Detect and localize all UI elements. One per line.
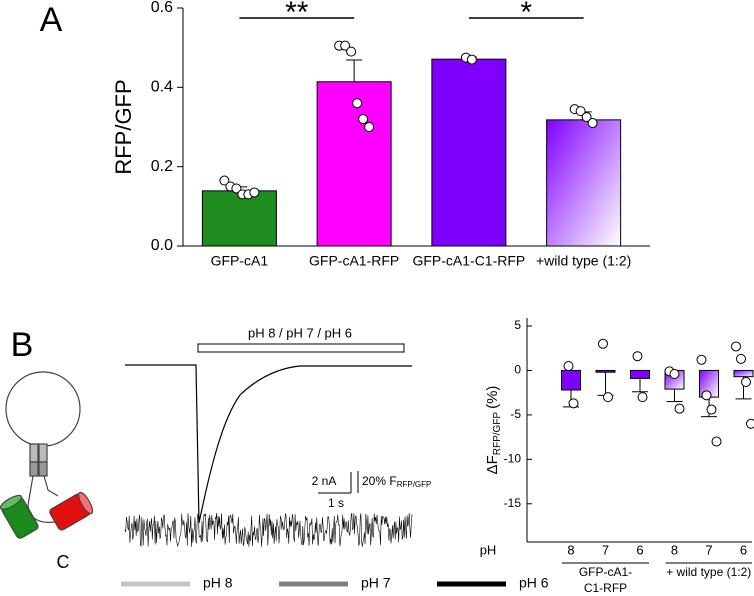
y-tick-label: 0.2 — [151, 158, 173, 175]
scale-label: 2 nA — [312, 474, 337, 488]
bar — [595, 369, 616, 373]
data-point — [249, 187, 260, 198]
data-point — [746, 418, 754, 429]
group-label: C1-RFP — [584, 581, 627, 595]
data-point — [352, 98, 363, 109]
data-point — [598, 338, 608, 349]
data-point — [575, 106, 586, 117]
legend-label: pH 7 — [361, 575, 391, 591]
bar — [733, 369, 754, 378]
data-point — [674, 403, 685, 414]
legend: pH 8 pH 7 pH 6 — [121, 575, 549, 591]
x-axis-label: pH — [480, 542, 497, 557]
bar — [546, 119, 622, 247]
significance-label: * — [520, 0, 532, 29]
data-point — [669, 369, 680, 379]
legend-label: pH 8 — [203, 575, 233, 591]
panel-label: A — [40, 1, 63, 39]
bar — [561, 369, 581, 391]
data-point — [568, 398, 579, 409]
data-point — [736, 353, 746, 364]
data-point — [358, 114, 369, 125]
y-tick-label: -5 — [510, 407, 521, 421]
data-point — [706, 404, 717, 415]
significance-label: ** — [285, 0, 309, 29]
scale-label: 20% F — [362, 474, 397, 488]
bar — [630, 369, 650, 379]
data-point — [231, 183, 242, 194]
scale-bars — [318, 471, 359, 494]
x-tick-label: 6 — [636, 542, 643, 557]
stimulus-label: pH 8 / pH 7 / pH 6 — [248, 325, 352, 340]
x-tick-label: 6 — [740, 542, 747, 557]
data-point — [346, 46, 357, 57]
y-axis-label-unit: (%) — [484, 386, 501, 409]
data-point — [741, 377, 751, 387]
x-tick-label: +wild type (1:2) — [536, 253, 631, 269]
data-point — [632, 351, 643, 362]
data-point — [603, 392, 613, 403]
legend-label: pH 6 — [519, 575, 549, 591]
bar — [201, 190, 277, 247]
group-label: GFP-cA1- — [579, 565, 632, 579]
scale-label: 20% FRFP/GFP — [362, 474, 431, 489]
bar — [431, 58, 507, 247]
schematic-label: C — [57, 552, 70, 572]
data-point — [340, 40, 351, 51]
data-point — [587, 118, 598, 129]
y-tick-label: 0.4 — [151, 79, 173, 96]
y-axis-label-sub: RFP/GFP — [492, 412, 503, 456]
y-tick-label: 0 — [514, 363, 521, 377]
y-axis-label: RFP/GFP — [111, 79, 136, 174]
scale-label-sub: RFP/GFP — [397, 480, 432, 489]
y-tick-label: 0.6 — [151, 0, 173, 16]
ratio-trace — [124, 512, 413, 547]
x-tick-label: GFP-cA1 — [211, 253, 269, 269]
panel-label: B — [11, 326, 34, 364]
data-point — [581, 112, 592, 123]
data-point — [219, 175, 230, 186]
current-trace — [125, 364, 412, 524]
x-tick-label: 8 — [671, 542, 678, 557]
schematic — [0, 371, 94, 539]
x-tick-label: GFP-cA1-C1-RFP — [412, 253, 525, 269]
data-point — [731, 341, 741, 352]
y-tick-label: -15 — [504, 496, 522, 510]
x-tick-label: 8 — [567, 542, 574, 557]
bar — [316, 81, 392, 247]
data-point — [711, 436, 722, 447]
data-point — [364, 122, 375, 132]
y-axis-label: ΔFRFP/GFP (%) — [484, 386, 503, 475]
y-tick-label: 0.0 — [151, 237, 173, 254]
data-point — [563, 361, 574, 371]
data-point — [696, 354, 707, 365]
y-axis-label: ΔF — [484, 455, 501, 474]
data-point — [637, 392, 648, 403]
x-tick-label: 7 — [705, 542, 712, 557]
x-tick-label: 7 — [602, 542, 609, 557]
data-point — [466, 54, 477, 65]
group-label: + wild type (1:2) — [666, 565, 751, 579]
stimulus-bar — [197, 343, 405, 353]
data-point — [701, 390, 712, 401]
y-tick-label: 5 — [514, 318, 521, 332]
x-tick-label: GFP-cA1-RFP — [309, 253, 399, 269]
scale-label: 1 s — [328, 496, 344, 510]
y-tick-label: -10 — [504, 452, 522, 466]
